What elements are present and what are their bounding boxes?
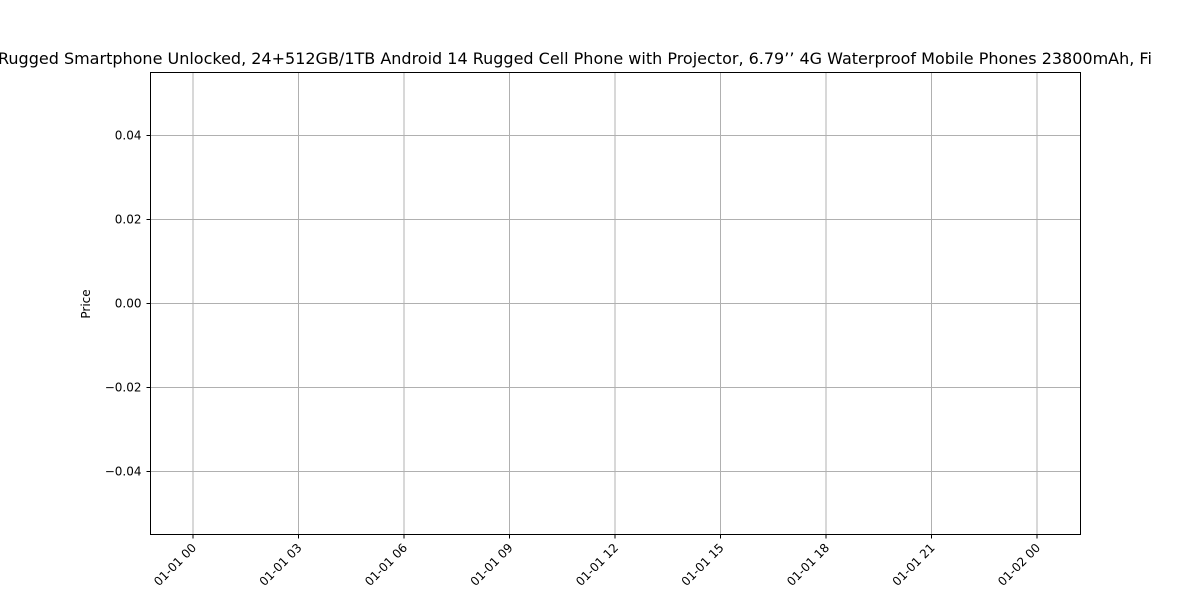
x-tick-label: 01-01 03 <box>257 541 305 589</box>
grid <box>150 72 1081 535</box>
x-tick-label: 01-01 06 <box>362 541 410 589</box>
x-tick-label: 01-01 12 <box>573 541 621 589</box>
chart-title: Rugged Smartphone Unlocked, 24+512GB/1TB… <box>0 49 1152 68</box>
y-tick-label: 0.00 <box>115 297 142 311</box>
y-tick-label: 0.04 <box>115 129 142 143</box>
y-tick-label: 0.02 <box>115 213 142 227</box>
y-tick-label: −0.04 <box>105 465 142 479</box>
y-axis: 0.04 0.02 0.00 −0.02 −0.04 <box>105 129 151 479</box>
x-tick-label: 01-01 21 <box>890 541 938 589</box>
x-tick-label: 01-01 15 <box>679 541 727 589</box>
x-axis: 01-01 00 01-01 03 01-01 06 01-01 09 01-01 12… <box>151 534 1043 589</box>
x-tick-label: 01-01 00 <box>151 541 199 589</box>
y-axis-label: Price <box>79 289 93 318</box>
x-tick-label: 01-01 09 <box>468 541 516 589</box>
x-tick-label: 01-01 18 <box>784 541 832 589</box>
y-tick-label: −0.02 <box>105 381 142 395</box>
x-tick-label: 01-02 00 <box>995 541 1043 589</box>
